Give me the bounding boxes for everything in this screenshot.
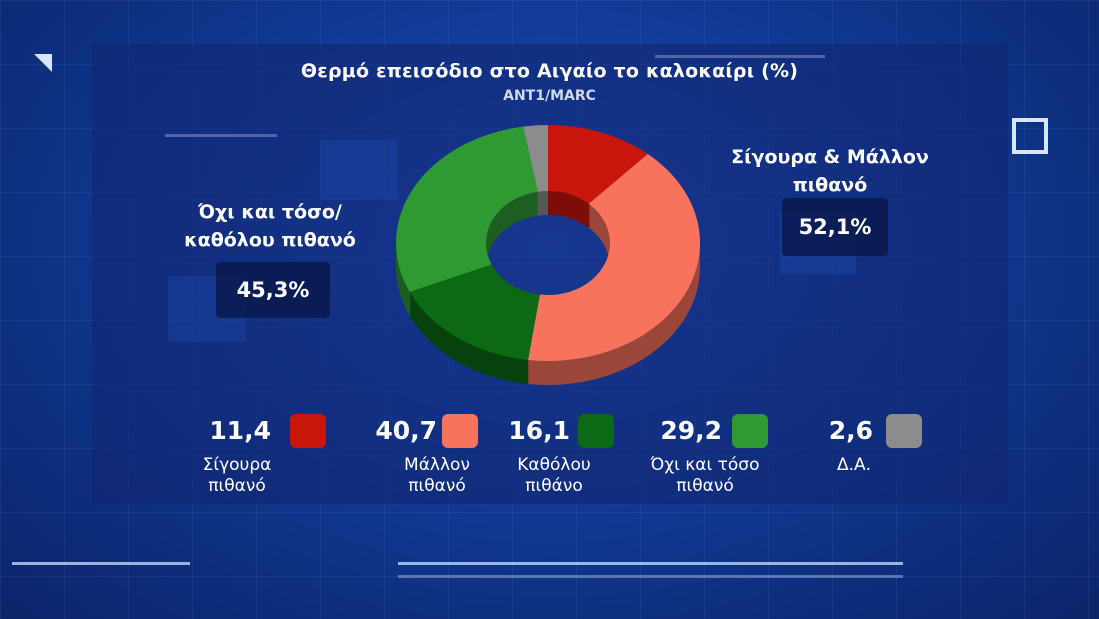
legend-label-line1: Όχι και τόσο: [650, 455, 760, 475]
legend-label-line2: πιθανό: [408, 476, 466, 496]
legend-label: Όχι και τόσο πιθανό: [625, 455, 785, 497]
group-label-left: Όχι και τόσο/ καθόλου πιθανό: [150, 198, 390, 254]
legend-swatch: [290, 414, 326, 448]
chart-source: ANT1/MARC: [503, 88, 596, 104]
group-label-left-line1: Όχι και τόσο/: [198, 201, 342, 223]
legend-label: Καθόλου πιθάνο: [474, 455, 634, 497]
donut-slice: [396, 126, 538, 292]
donut-slice: [528, 153, 700, 362]
legend-label-line1: Καθόλου: [517, 455, 591, 475]
chart-title: Θερμό επεισόδιο στο Αιγαίο το καλοκαίρι …: [300, 60, 799, 82]
group-percent-left: 45,3%: [216, 262, 330, 318]
group-label-left-line2: καθόλου πιθανό: [184, 229, 356, 251]
legend-label-line1: Δ.Α.: [836, 455, 872, 475]
square-frame-icon: [1012, 118, 1048, 154]
donut-slice: [548, 125, 648, 204]
legend-swatch: [886, 414, 922, 448]
corner-arrow-icon: [34, 54, 52, 72]
legend-label: Δ.Α.: [774, 455, 934, 476]
legend-swatch: [732, 414, 768, 448]
decor-line: [398, 562, 903, 565]
group-label-right: Σίγουρα & Μάλλον πιθανό: [700, 143, 960, 199]
legend-label-line1: Μάλλον: [404, 455, 470, 475]
group-label-right-line2: πιθανό: [792, 174, 868, 196]
legend-label-line1: Σίγουρα: [202, 455, 272, 475]
legend-label-line2: πιθανό: [208, 476, 266, 496]
group-label-right-line1: Σίγουρα & Μάλλον: [731, 146, 929, 168]
legend-label-line2: πιθανό: [676, 476, 734, 496]
legend-label: Μάλλον πιθανό: [357, 455, 517, 497]
legend-label: Σίγουρα πιθανό: [157, 455, 317, 497]
decor-line: [12, 562, 190, 565]
legend-value: 40,7: [375, 416, 437, 445]
legend-label-line2: πιθάνο: [525, 476, 583, 496]
legend-value: 11,4: [209, 416, 271, 445]
donut-slice: [523, 125, 548, 192]
donut-slice: [409, 264, 540, 360]
legend-swatch: [578, 414, 614, 448]
legend-value: 2,6: [828, 416, 873, 445]
legend-swatch: [442, 414, 478, 448]
legend-value: 29,2: [660, 416, 722, 445]
legend-value: 16,1: [508, 416, 570, 445]
group-percent-right: 52,1%: [782, 198, 888, 256]
donut-chart: [395, 125, 701, 386]
decor-line: [398, 575, 903, 578]
